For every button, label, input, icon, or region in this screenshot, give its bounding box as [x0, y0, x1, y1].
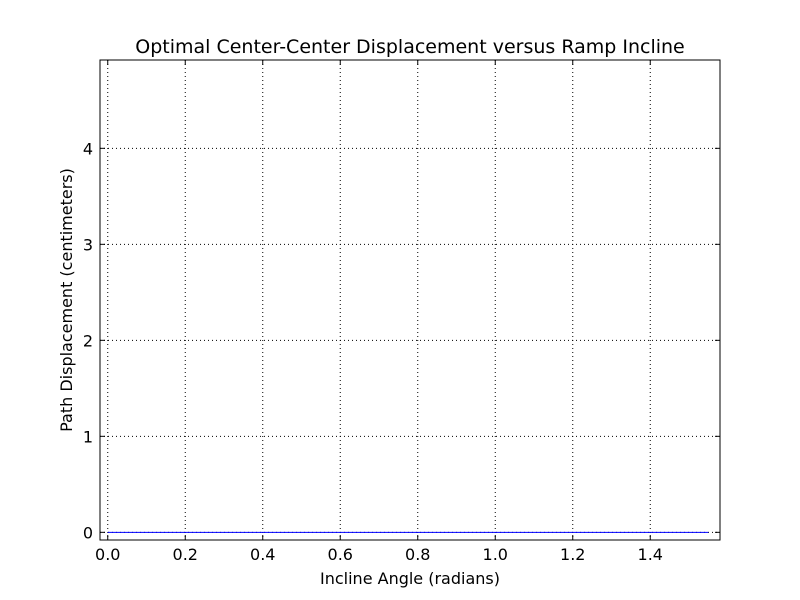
x-tick-label: 0.0 — [95, 545, 120, 564]
x-tick-label: 0.4 — [250, 545, 275, 564]
x-tick-label: 1.2 — [560, 545, 585, 564]
x-tick-label: 0.8 — [405, 545, 430, 564]
tick-marks — [100, 60, 720, 540]
x-tick-label: 0.6 — [328, 545, 353, 564]
y-tick-label: 1 — [83, 427, 93, 446]
x-tick-label: 1.0 — [483, 545, 508, 564]
tick-labels: 0.0 0.2 0.4 0.6 0.8 1.0 1.2 1.4 0 1 2 3 4 — [83, 139, 663, 564]
y-tick-label: 0 — [83, 523, 93, 542]
y-tick-label: 4 — [83, 139, 93, 158]
x-tick-label: 1.4 — [638, 545, 663, 564]
y-axis-label: Path Displacement (centimeters) — [57, 168, 76, 432]
x-axis-label: Incline Angle (radians) — [320, 569, 500, 588]
plot-frame — [99, 59, 721, 541]
chart-title: Optimal Center-Center Displacement versu… — [135, 36, 685, 58]
y-tick-label: 2 — [83, 331, 93, 350]
grid-lines — [100, 60, 720, 540]
x-tick-label: 0.2 — [173, 545, 198, 564]
y-tick-label: 3 — [83, 235, 93, 254]
